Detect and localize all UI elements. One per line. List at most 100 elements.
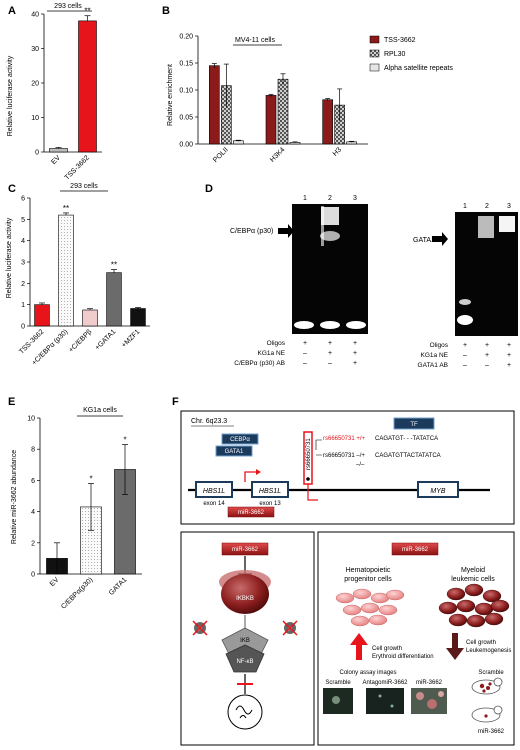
mouse-scramble-label: Scramble bbox=[478, 670, 504, 676]
leukemic-cell bbox=[456, 599, 476, 613]
gel-right-label: GATA1 bbox=[413, 237, 435, 244]
chartC-bar bbox=[130, 308, 146, 327]
gel-right-bands bbox=[457, 216, 515, 325]
chr-label: Chr. 6q23.3 bbox=[191, 418, 227, 425]
gel-right-shift-band-3 bbox=[499, 216, 515, 232]
seq-wt: CAGATGT- - -TATATCA bbox=[375, 436, 438, 442]
chartC-ytick-label: 1 bbox=[21, 302, 25, 309]
snp-box-label: rs66650731 bbox=[306, 438, 312, 470]
hpc-label-2: progenitor cells bbox=[344, 576, 392, 583]
leukemic-cell bbox=[484, 612, 504, 626]
gel-left bbox=[292, 204, 368, 334]
gel-right-minor-band bbox=[459, 299, 471, 305]
chartE-xtick-label: EV bbox=[49, 576, 61, 588]
gelTableR-mark: + bbox=[485, 352, 489, 359]
gel-left-lane-3: 3 bbox=[353, 195, 357, 202]
chartE-ytick-label: 2 bbox=[31, 540, 35, 547]
snp-bracket bbox=[315, 439, 322, 456]
gel-right-table: Oligos + + + KG1a NE – + + GATA1 AB – – + bbox=[418, 342, 512, 369]
gelTableL-mark: + bbox=[328, 350, 332, 357]
snp-dot-icon bbox=[306, 477, 310, 481]
gelTableL-mark: + bbox=[328, 340, 332, 347]
colony-mir-label: miR-3662 bbox=[416, 680, 443, 686]
gelTableL-mark: + bbox=[353, 340, 357, 347]
colony-mir-spot-3 bbox=[438, 691, 444, 697]
p-label-left: P bbox=[198, 627, 202, 633]
gel-right-lane-3: 3 bbox=[507, 203, 511, 210]
mouse-mir-icon bbox=[471, 705, 503, 723]
chartC-ytick-label: 6 bbox=[21, 196, 25, 203]
hpc-label-1: Hematopoietic bbox=[346, 567, 391, 574]
snp-wt-label: rs66650731 +/+ bbox=[323, 436, 366, 442]
progenitor-cell bbox=[368, 614, 388, 626]
mir-3662-locus-label: miR-3662 bbox=[238, 510, 265, 516]
progenitor-cell bbox=[335, 592, 355, 604]
gelTableR-mark: + bbox=[463, 342, 467, 349]
mir-3662-pathway-label: miR-3662 bbox=[232, 547, 259, 553]
chartC-significance: ** bbox=[63, 204, 69, 213]
gel-right-shift-band-2 bbox=[478, 216, 494, 238]
gelTableR-mark: + bbox=[507, 342, 511, 349]
gene-hbs1l-2-label: HBS1L bbox=[259, 488, 281, 495]
gel-left-lane-1: 1 bbox=[303, 195, 307, 202]
mir-3662-phenotype bbox=[391, 542, 439, 556]
chartC-xtick-label: +MZF1 bbox=[121, 328, 142, 349]
p-label-right: P bbox=[288, 627, 292, 633]
chartA-significance: ** bbox=[84, 7, 90, 16]
growth-down-arrow-icon bbox=[446, 633, 464, 660]
gel-left-free-probe-2 bbox=[320, 321, 340, 329]
colony-antago-spot-2 bbox=[390, 704, 394, 708]
gelTableR-row-label: KG1a NE bbox=[421, 352, 449, 359]
chartB-bar bbox=[209, 65, 220, 145]
gel-right-lane-1: 1 bbox=[463, 203, 467, 210]
chartC-significance: ** bbox=[111, 260, 117, 269]
snp-mut-label: rs66650731 –/+ bbox=[323, 453, 365, 459]
gel-left-free-probe-3 bbox=[346, 321, 366, 329]
chartB-ytick-label: 0.20 bbox=[179, 34, 193, 41]
chart-c: 293 cells Relative luciferase activity 0… bbox=[6, 183, 150, 367]
chart-e-ylabel: Relative miR-3662 abundance bbox=[11, 450, 18, 544]
p-cross-left-icon bbox=[192, 620, 208, 636]
gelTableR-mark: + bbox=[507, 352, 511, 359]
gelTableL-mark: + bbox=[353, 360, 357, 367]
gelTableR-mark: – bbox=[485, 362, 489, 369]
chart-c-ylabel: Relative luciferase activity bbox=[6, 217, 13, 298]
panel-f: Chr. 6q23.3 TF CAGATGT- - -TATATCA CAGAT… bbox=[180, 410, 515, 746]
gelTableL-mark: + bbox=[353, 350, 357, 357]
leukemic-cell bbox=[446, 587, 466, 601]
colony-mir-spot-2 bbox=[427, 699, 437, 709]
growth-down-1: Cell growth bbox=[466, 640, 496, 646]
chartA-bar bbox=[78, 20, 97, 153]
chartE-xtick-label: C/EBPα(p30) bbox=[60, 576, 94, 610]
progenitor-cell bbox=[352, 588, 372, 600]
chartC-xtick-label: +GATA1 bbox=[94, 328, 117, 351]
growth-up-1: Cell growth bbox=[372, 646, 402, 652]
chart-a: 293 cells Relative luciferase activity 0… bbox=[7, 3, 102, 182]
exon14-label: exon 14 bbox=[203, 501, 225, 507]
chartA-xtick-label: TSS-3662 bbox=[64, 154, 91, 181]
chartE-ytick-label: 4 bbox=[31, 509, 35, 516]
chart-b-cells: MV4-11 cells bbox=[235, 37, 275, 44]
gata1-label: GATA1 bbox=[225, 449, 244, 455]
chartC-ytick-label: 4 bbox=[21, 238, 25, 245]
cebpa-label: CEBPα bbox=[230, 437, 250, 443]
chartA-ytick-label: 10 bbox=[31, 115, 39, 122]
chartB-ytick-label: 0.05 bbox=[179, 115, 193, 122]
panel-letter-b: B bbox=[162, 5, 170, 17]
legend-label-rpl30: RPL30 bbox=[384, 51, 406, 58]
chartB-xtick-label: POLII bbox=[212, 146, 230, 164]
colony-antago-label: AntagomiR-3662 bbox=[362, 680, 408, 686]
progenitor-cell bbox=[350, 615, 370, 627]
growth-down-2: Leukemogenesis bbox=[466, 648, 511, 654]
mouse-mir-label: miR-3662 bbox=[478, 729, 505, 735]
leukemic-cell bbox=[448, 613, 468, 627]
legend-swatch-rpl30 bbox=[369, 49, 380, 58]
chartB-xtick-label: H3 bbox=[332, 146, 343, 157]
gel-right-arrow-icon bbox=[432, 232, 448, 246]
chartE-xtick-label: GATA1 bbox=[108, 576, 129, 597]
gelTableR-mark: – bbox=[463, 352, 467, 359]
tf-box bbox=[393, 417, 435, 430]
gel-left-free-probe-1 bbox=[294, 321, 314, 329]
gel-left-arrow-icon bbox=[278, 224, 294, 238]
